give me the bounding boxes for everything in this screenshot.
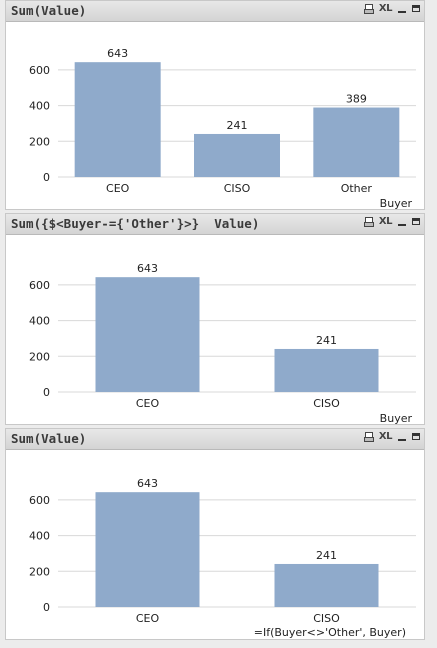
y-tick-label: 0: [43, 171, 50, 184]
bar-other[interactable]: [313, 107, 400, 177]
chart-panel-2[interactable]: Sum({$<Buyer-={'Other'}>} Value) XL 0 200…: [5, 213, 425, 425]
maximize-icon[interactable]: [412, 218, 420, 225]
value-label: 241: [316, 334, 337, 347]
dimension-label: =If(Buyer<>'Other', Buyer): [254, 626, 406, 639]
value-label: 241: [316, 549, 337, 562]
y-tick-label: 600: [29, 494, 50, 507]
bar-ceo[interactable]: [95, 492, 200, 607]
y-tick-label: 200: [29, 135, 50, 148]
minimize-icon[interactable]: [398, 438, 406, 441]
minimize-icon[interactable]: [398, 10, 406, 13]
bar-ciso[interactable]: [194, 133, 280, 177]
chart-panel-3-titlebar[interactable]: Sum(Value) XL: [6, 429, 424, 450]
bar-ciso[interactable]: [274, 563, 379, 607]
chart-panel-1-titlebar[interactable]: Sum(Value) XL: [6, 1, 424, 22]
y-tick-label: 600: [29, 64, 50, 77]
bar-ceo[interactable]: [95, 277, 200, 392]
y-tick-label: 400: [29, 530, 50, 543]
dimension-label: Buyer: [380, 197, 413, 210]
maximize-icon[interactable]: [412, 5, 420, 12]
print-icon[interactable]: [363, 3, 374, 14]
send-to-excel-icon[interactable]: XL: [378, 431, 393, 442]
chart-panel-2-titlebar[interactable]: Sum({$<Buyer-={'Other'}>} Value) XL: [6, 214, 424, 235]
chart-panel-1-title: Sum(Value): [11, 3, 87, 18]
category-label: Other: [341, 182, 373, 195]
value-label: 389: [346, 93, 367, 106]
minimize-icon[interactable]: [398, 223, 406, 226]
bar-chart-1: 0 200 400 600 643 CEO 241 CISO 389 Other Buyer: [29, 47, 416, 210]
category-label: CEO: [136, 612, 160, 625]
y-tick-label: 0: [43, 386, 50, 399]
send-to-excel-icon[interactable]: XL: [378, 3, 393, 14]
print-icon[interactable]: [363, 431, 374, 442]
y-tick-label: 200: [29, 350, 50, 363]
category-label: CISO: [224, 182, 251, 195]
y-tick-label: 200: [29, 565, 50, 578]
bar-ciso[interactable]: [274, 348, 379, 392]
y-tick-label: 400: [29, 100, 50, 113]
chart-panel-1[interactable]: Sum(Value) XL 0 200 400 600 643 CEO 241 CISO 389…: [5, 0, 425, 210]
value-label: 643: [107, 47, 128, 60]
print-icon[interactable]: [363, 216, 374, 227]
chart-panel-2-title: Sum({$<Buyer-={'Other'}>} Value): [11, 216, 260, 231]
category-label: CEO: [136, 397, 160, 410]
category-label: CEO: [106, 182, 130, 195]
chart-panel-3[interactable]: Sum(Value) XL 0 200 400 600 643 CEO 241 CISO =If…: [5, 428, 425, 640]
send-to-excel-icon[interactable]: XL: [378, 216, 393, 227]
category-label: CISO: [313, 612, 340, 625]
bar-chart-3: 0 200 400 600 643 CEO 241 CISO=If(Buyer<>'Other…: [29, 477, 416, 639]
y-tick-label: 400: [29, 315, 50, 328]
value-label: 643: [137, 262, 158, 275]
maximize-icon[interactable]: [412, 433, 420, 440]
dimension-label: Buyer: [380, 412, 413, 425]
bar-chart-2: 0 200 400 600 643 CEO 241 CISO Buyer: [29, 262, 416, 425]
bar-ceo[interactable]: [74, 62, 161, 177]
value-label: 643: [137, 477, 158, 490]
value-label: 241: [227, 119, 248, 132]
category-label: CISO: [313, 397, 340, 410]
y-tick-label: 600: [29, 279, 50, 292]
chart-panel-3-title: Sum(Value): [11, 431, 87, 446]
y-tick-label: 0: [43, 601, 50, 614]
